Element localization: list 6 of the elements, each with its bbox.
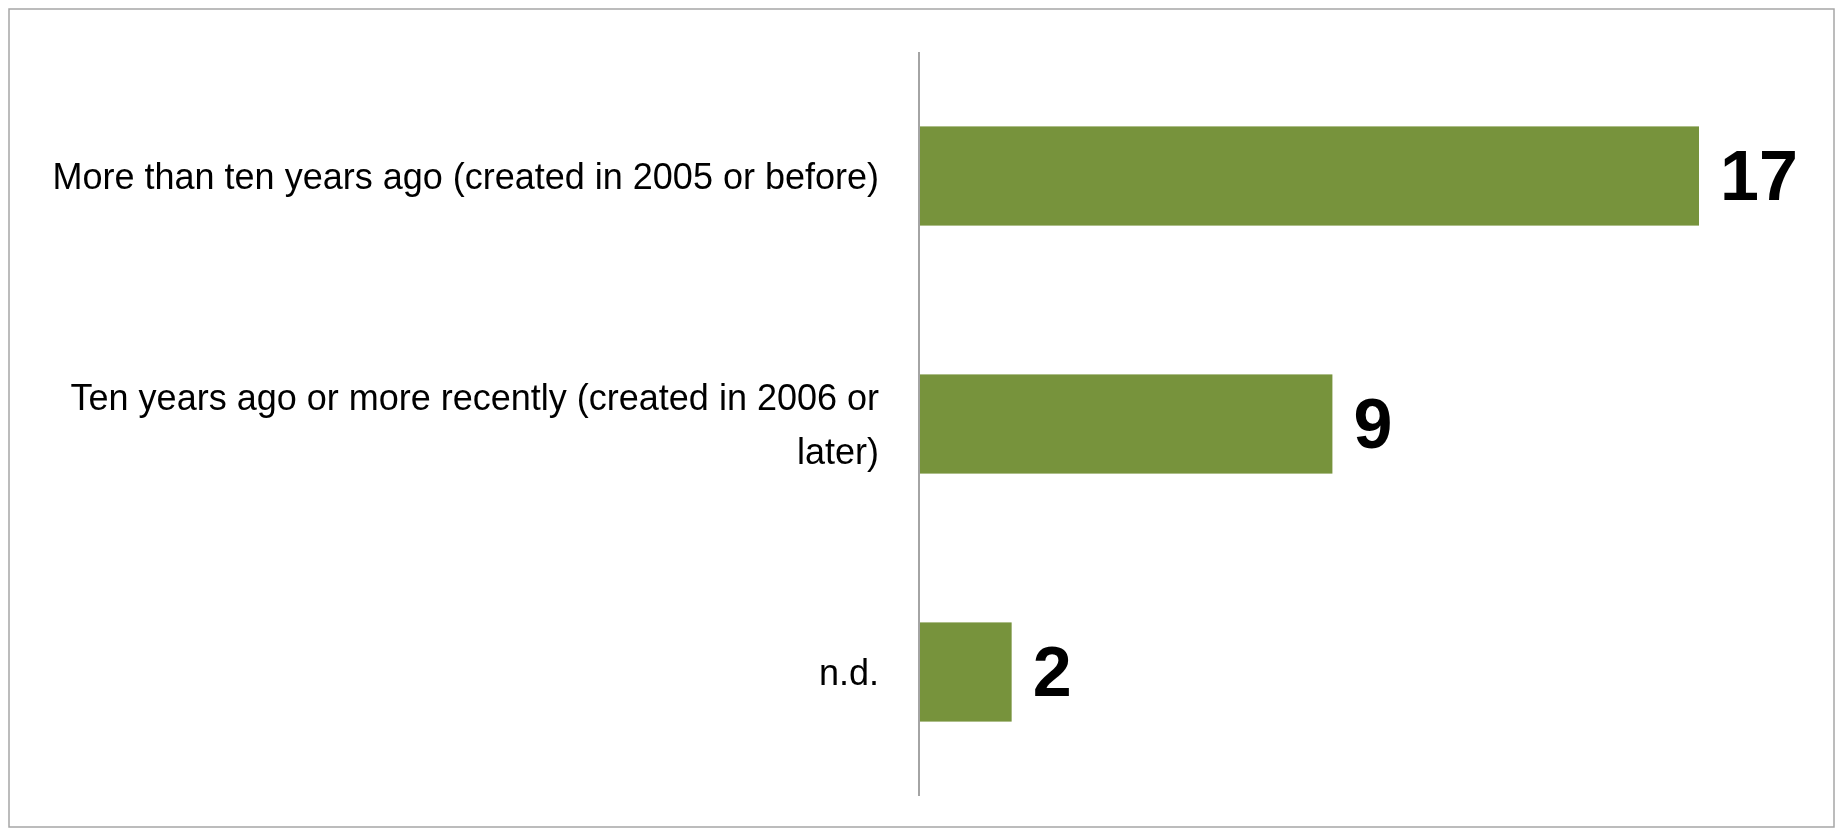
data-label: 17 [1720, 137, 1798, 215]
y-tick-label: More than ten years ago (created in 2005 or before) [52, 155, 879, 197]
data-label: 9 [1353, 385, 1393, 463]
y-tick-label: n.d. [818, 651, 879, 693]
data-label: 2 [1032, 633, 1072, 711]
y-tick-label: Ten years ago or more recently (created in 2006 or later) [70, 376, 880, 472]
